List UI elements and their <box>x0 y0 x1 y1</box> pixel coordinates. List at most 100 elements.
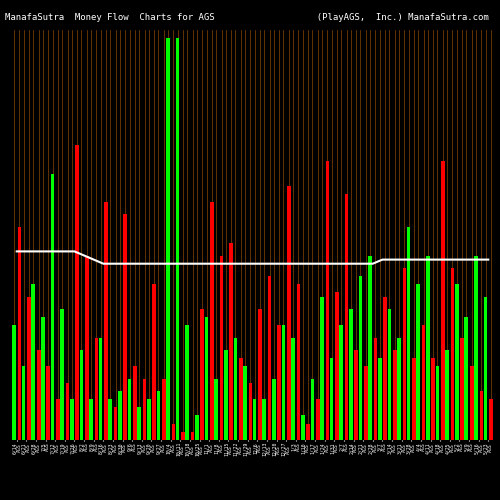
Bar <box>204 317 208 440</box>
Bar <box>118 391 122 440</box>
Bar <box>278 325 281 440</box>
Bar <box>22 366 26 440</box>
Bar <box>224 350 228 440</box>
Bar <box>239 358 242 440</box>
Bar <box>41 317 44 440</box>
Bar <box>422 325 426 440</box>
Bar <box>402 268 406 440</box>
Bar <box>46 366 50 440</box>
Bar <box>412 358 416 440</box>
Bar <box>230 243 233 440</box>
Bar <box>124 214 127 440</box>
Bar <box>484 296 488 440</box>
Bar <box>455 284 458 440</box>
Bar <box>210 202 214 440</box>
Bar <box>85 256 88 440</box>
Bar <box>480 391 483 440</box>
Bar <box>243 366 247 440</box>
Bar <box>335 292 339 440</box>
Bar <box>108 399 112 440</box>
Bar <box>358 276 362 440</box>
Bar <box>18 227 21 440</box>
Bar <box>292 338 295 440</box>
Bar <box>310 378 314 440</box>
Bar <box>272 378 276 440</box>
Bar <box>70 399 73 440</box>
Bar <box>104 202 108 440</box>
Bar <box>181 432 185 440</box>
Bar <box>94 338 98 440</box>
Bar <box>138 407 141 440</box>
Bar <box>258 309 262 440</box>
Text: ManafaSutra  Money Flow  Charts for AGS                   (PlayAGS,  Inc.) Manaf: ManafaSutra Money Flow Charts for AGS (P… <box>5 12 489 22</box>
Bar <box>326 161 329 440</box>
Bar <box>89 399 93 440</box>
Bar <box>416 284 420 440</box>
Bar <box>166 38 170 440</box>
Bar <box>460 338 464 440</box>
Bar <box>378 358 382 440</box>
Bar <box>397 338 401 440</box>
Bar <box>464 317 468 440</box>
Bar <box>262 399 266 440</box>
Bar <box>253 399 256 440</box>
Bar <box>364 366 368 440</box>
Bar <box>172 424 175 440</box>
Bar <box>214 378 218 440</box>
Bar <box>66 382 70 440</box>
Bar <box>162 378 166 440</box>
Bar <box>407 227 410 440</box>
Bar <box>114 407 117 440</box>
Bar <box>234 338 237 440</box>
Bar <box>426 256 430 440</box>
Bar <box>301 416 304 440</box>
Bar <box>248 382 252 440</box>
Bar <box>76 145 79 440</box>
Bar <box>349 309 352 440</box>
Bar <box>354 350 358 440</box>
Bar <box>441 161 444 440</box>
Bar <box>142 378 146 440</box>
Bar <box>345 194 348 440</box>
Bar <box>287 186 290 440</box>
Bar <box>152 284 156 440</box>
Bar <box>489 399 493 440</box>
Bar <box>37 350 40 440</box>
Bar <box>80 350 83 440</box>
Bar <box>450 268 454 440</box>
Bar <box>191 432 194 440</box>
Bar <box>330 358 334 440</box>
Bar <box>432 358 435 440</box>
Bar <box>436 366 440 440</box>
Bar <box>186 325 189 440</box>
Bar <box>316 399 320 440</box>
Bar <box>200 309 204 440</box>
Bar <box>195 416 198 440</box>
Bar <box>27 296 31 440</box>
Bar <box>220 256 224 440</box>
Bar <box>133 366 136 440</box>
Bar <box>12 325 16 440</box>
Bar <box>340 325 343 440</box>
Bar <box>368 256 372 440</box>
Bar <box>56 399 60 440</box>
Bar <box>268 276 272 440</box>
Bar <box>388 309 391 440</box>
Bar <box>282 325 286 440</box>
Bar <box>128 378 132 440</box>
Bar <box>99 338 102 440</box>
Bar <box>320 296 324 440</box>
Bar <box>296 284 300 440</box>
Bar <box>470 366 474 440</box>
Bar <box>147 399 150 440</box>
Bar <box>374 338 378 440</box>
Bar <box>384 296 387 440</box>
Bar <box>474 256 478 440</box>
Bar <box>445 350 449 440</box>
Bar <box>156 391 160 440</box>
Bar <box>32 284 35 440</box>
Bar <box>393 350 396 440</box>
Bar <box>50 174 54 440</box>
Bar <box>306 424 310 440</box>
Bar <box>60 309 64 440</box>
